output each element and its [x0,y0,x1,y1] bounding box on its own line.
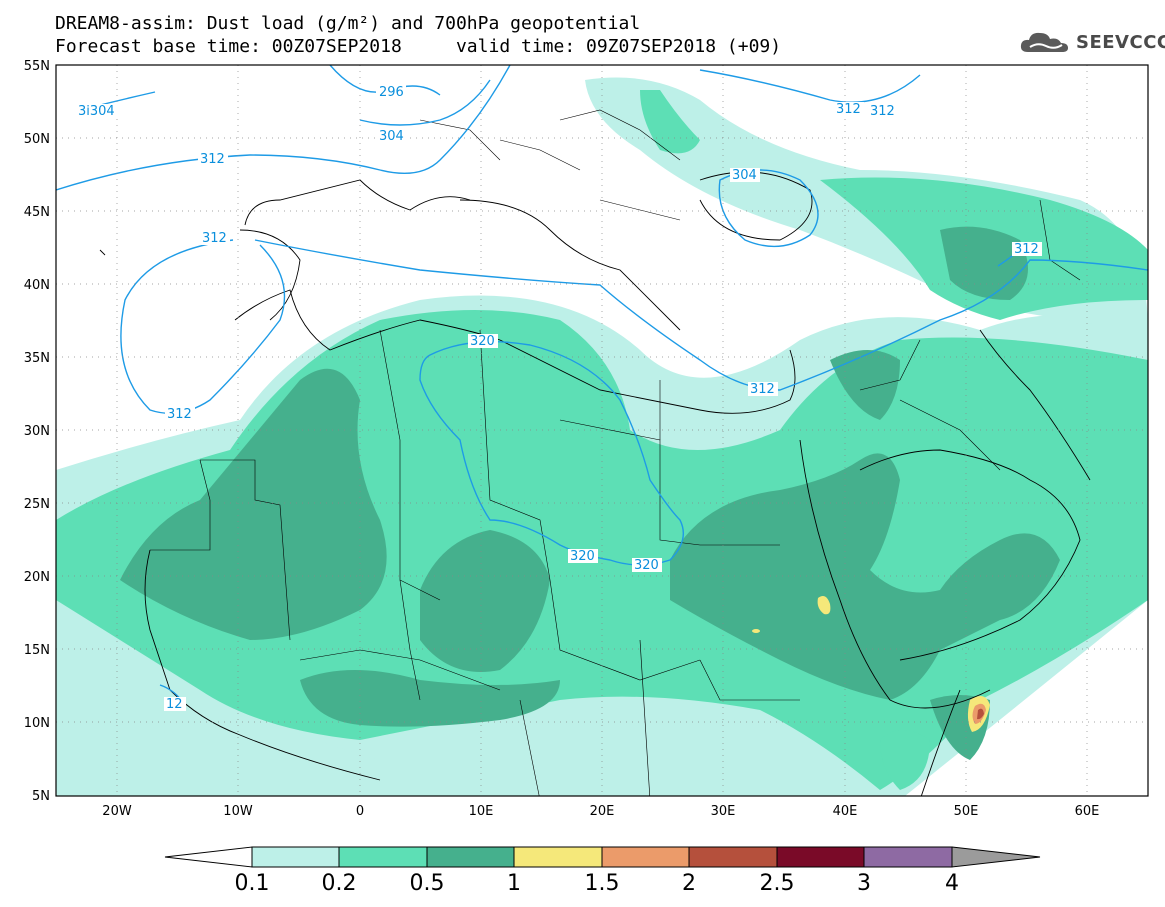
lon-label: 20W [102,804,132,819]
colorbar-label: 0.2 [321,871,357,896]
map-field [56,65,1148,796]
country-borders [150,109,1081,796]
contour-label: 320 [634,558,659,573]
contour-label: 312 [836,102,861,117]
contour-labels: 296 304 3i304 312 312 312 312 312 312 30… [76,85,1042,712]
colorbar-label: 0.1 [234,871,270,896]
colorbar [164,846,1041,868]
lat-label: 45N [24,205,50,220]
lat-label: 40N [24,278,50,293]
contour-label: 312 [1014,242,1039,257]
contour-label: 312 [202,231,227,246]
forecast-time: Forecast base time: 00Z07SEP2018 valid t… [55,36,782,57]
lat-label: 25N [24,497,50,512]
colorbar-box [338,846,428,868]
colorbar-box [601,846,690,868]
contour-label: 320 [570,549,595,564]
dust-band-0.5 [120,226,1060,760]
colorbar-label: 1.5 [584,871,620,896]
colorbar-box [426,846,515,868]
lat-label: 35N [24,351,50,366]
contour-label: 312 [167,407,192,422]
lon-label: 50E [954,804,979,819]
lat-label: 30N [24,424,50,439]
lat-labels: 55N 50N 45N 40N 35N 30N 25N 20N 15N 10N … [24,59,50,804]
colorbar-label: 4 [945,871,959,896]
colorbar-label: 1 [507,871,521,896]
lon-label: 40E [833,804,858,819]
colorbar-low-arrow [164,846,253,868]
colorbar-box [251,846,340,868]
contour-label: 312 [200,152,225,167]
colorbar-label: 2 [682,871,696,896]
lon-label: 0 [356,804,364,819]
colorbar-label: 0.5 [409,871,445,896]
cloud-icon [1020,32,1068,52]
seevccc-logo: SEEVCCC [1018,28,1165,56]
contour-label: 3i304 [78,104,115,119]
lat-label: 55N [24,59,50,74]
contour-label: 304 [732,168,757,183]
lon-label: 10W [223,804,253,819]
graticule [56,65,1148,796]
contour-label: 312 [870,104,895,119]
contour-label: 320 [470,334,495,349]
lon-label: 30E [711,804,736,819]
colorbar-label: 3 [857,871,871,896]
contour-label: 12 [166,697,183,712]
lon-label: 20E [590,804,615,819]
colorbar-box [863,846,953,868]
contour-label: 312 [750,382,775,397]
lon-label: 60E [1075,804,1100,819]
lon-labels: 20W 10W 0 10E 20E 30E 40E 50E 60E [102,804,1099,819]
colorbar-box [776,846,865,868]
colorbar-high-arrow [951,846,1041,868]
colorbar-label: 2.5 [759,871,795,896]
map-title: DREAM8-assim: Dust load (g/m²) and 700hP… [55,13,641,34]
map-frame [55,64,1149,797]
colorbar-box [688,846,778,868]
lat-label: 50N [24,132,50,147]
logo-text: SEEVCCC [1076,31,1165,53]
contour-label: 304 [379,129,404,144]
lat-label: 15N [24,643,50,658]
lon-label: 10E [469,804,494,819]
lat-label: 5N [32,789,50,804]
lat-label: 10N [24,716,50,731]
contour-label: 296 [379,85,404,100]
colorbar-box [513,846,603,868]
lat-label: 20N [24,570,50,585]
dust-band-2 [977,708,984,720]
